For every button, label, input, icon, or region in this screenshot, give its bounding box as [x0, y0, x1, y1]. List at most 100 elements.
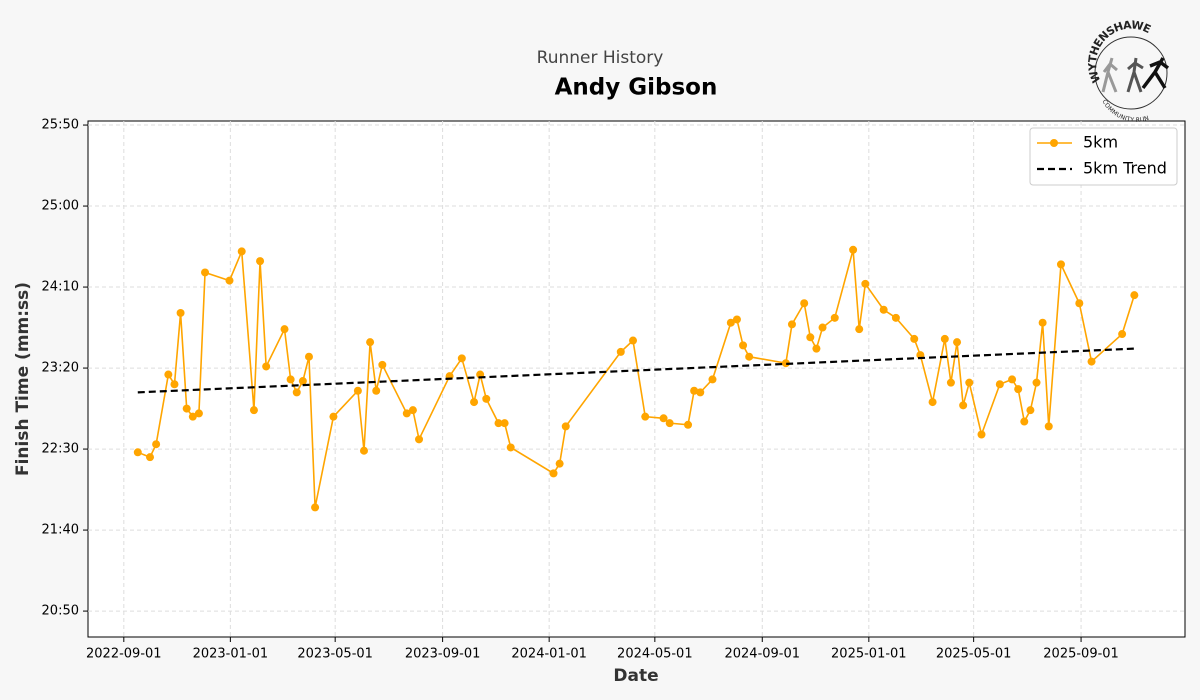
data-point [280, 325, 289, 334]
data-point [506, 443, 515, 452]
data-point [965, 378, 974, 387]
data-point [482, 394, 491, 403]
x-tick-label: 2024-09-01 [724, 647, 800, 662]
data-point [237, 247, 246, 256]
data-point [262, 362, 271, 371]
data-point [1020, 417, 1029, 426]
data-point [457, 354, 466, 363]
data-point [146, 453, 155, 462]
y-tick-label: 25:50 [42, 118, 79, 133]
data-point [1056, 260, 1065, 269]
grid [88, 121, 1185, 637]
x-tick-label: 2024-01-01 [511, 647, 587, 662]
data-point [470, 398, 479, 407]
data-point [182, 404, 191, 413]
data-point [818, 323, 827, 332]
x-tick-label: 2025-05-01 [936, 647, 1012, 662]
data-point [1044, 422, 1053, 431]
data-point [292, 388, 301, 397]
data-point [249, 406, 258, 415]
data-point [304, 352, 313, 361]
data-point [977, 430, 986, 439]
x-tick-label: 2022-09-01 [86, 647, 162, 662]
data-point [1014, 385, 1023, 394]
data-point [995, 380, 1004, 389]
runner-icon [1126, 57, 1144, 93]
data-point [1038, 318, 1047, 327]
data-point [1032, 378, 1041, 387]
data-point [726, 318, 735, 327]
data-point [256, 257, 265, 266]
data-point [311, 503, 320, 512]
runner-icon [1141, 57, 1170, 90]
x-tick-label: 2023-01-01 [193, 647, 269, 662]
data-point [940, 334, 949, 343]
data-point [946, 378, 955, 387]
data-point [879, 305, 888, 314]
chart-subtitle: Runner History [537, 48, 664, 68]
data-point [641, 412, 650, 421]
data-point [806, 333, 815, 342]
data-point [555, 459, 564, 468]
x-tick-label: 2025-01-01 [831, 647, 907, 662]
y-tick-label: 24:10 [42, 280, 79, 295]
data-point [378, 360, 387, 369]
data-point [415, 435, 424, 444]
data-point [959, 401, 968, 410]
data-point [170, 380, 179, 389]
legend-label: 5km Trend [1083, 159, 1167, 178]
data-point [684, 420, 693, 429]
data-point [372, 386, 381, 395]
runner-icon [1101, 57, 1118, 93]
data-point [659, 414, 668, 423]
data-point [1087, 357, 1096, 366]
data-point [359, 446, 368, 455]
y-tick-label: 22:30 [42, 442, 79, 457]
data-point [696, 388, 705, 397]
data-point [1118, 330, 1127, 339]
y-tick-label: 20:50 [42, 604, 79, 619]
x-tick-label: 2023-09-01 [405, 647, 481, 662]
data-point [708, 375, 717, 384]
data-point [616, 347, 625, 356]
trend-line [137, 347, 1135, 394]
data-point [549, 469, 558, 478]
y-axis-label: Finish Time (mm:ss) [13, 282, 33, 476]
data-point [408, 406, 417, 415]
data-point [176, 308, 185, 317]
data-point [366, 338, 375, 347]
data-point [225, 276, 234, 285]
data-point [830, 313, 839, 322]
data-point [402, 409, 411, 418]
data-point [329, 412, 338, 421]
data-point [781, 359, 790, 368]
legend: 5km 5km Trend [1029, 127, 1178, 186]
data-point [133, 448, 142, 457]
data-point [629, 336, 638, 345]
data-point [861, 279, 870, 288]
data-point [298, 377, 307, 386]
x-tick-label: 2024-05-01 [617, 647, 693, 662]
x-tick-label: 2023-05-01 [297, 647, 373, 662]
data-point [152, 440, 161, 449]
data-point [953, 338, 962, 347]
data-point [201, 268, 210, 277]
data-point [353, 386, 362, 395]
chart-title: Andy Gibson [555, 75, 718, 101]
data-point [1075, 299, 1084, 308]
y-tick-label: 25:00 [42, 199, 79, 214]
data-point [494, 419, 503, 428]
data-point [286, 375, 295, 384]
data-point [194, 409, 203, 418]
data-line [137, 249, 1136, 508]
data-point [732, 315, 741, 324]
data-point [1008, 375, 1017, 384]
data-point [1026, 406, 1035, 415]
data-point [891, 313, 900, 322]
data-point [800, 299, 809, 308]
data-point [910, 334, 919, 343]
x-tick-label: 2025-09-01 [1043, 647, 1119, 662]
data-point [849, 245, 858, 254]
